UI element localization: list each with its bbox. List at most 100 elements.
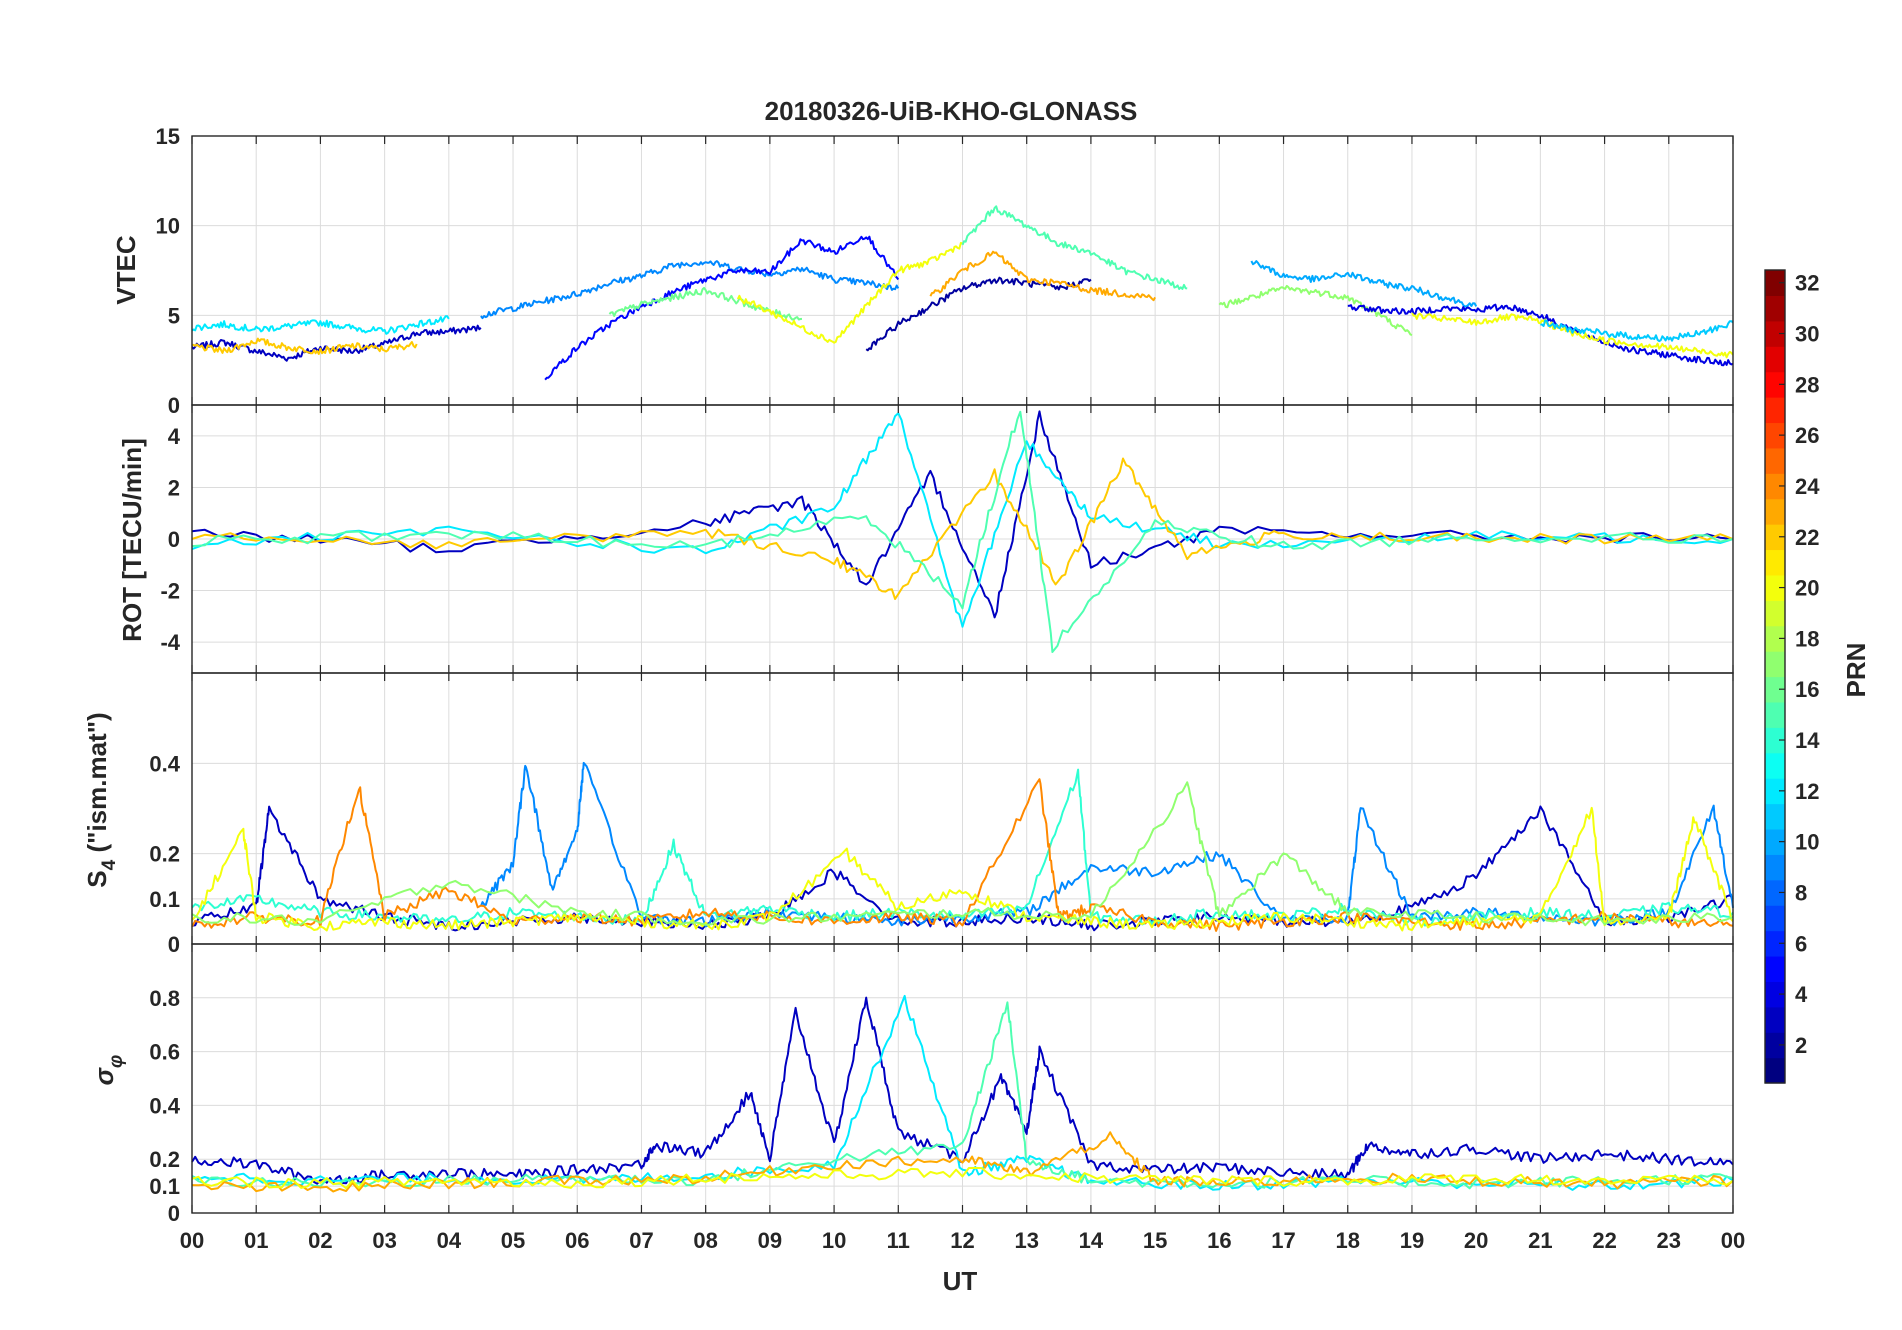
x-tick-label: 07	[629, 1228, 653, 1253]
rot-panel: -4 -2 0 2 4	[160, 404, 1734, 674]
vtec-series-prn-22	[192, 337, 418, 355]
s4-ylabel: S4 ("ism.mat")	[82, 712, 120, 887]
colorbar-segment	[1765, 854, 1785, 881]
colorbar-segment	[1765, 651, 1785, 678]
x-tick-label: 01	[244, 1228, 268, 1253]
vtec-series-prn-4	[1347, 303, 1734, 367]
colorbar-segment	[1765, 473, 1785, 500]
y-tick-label: 0.4	[149, 751, 180, 776]
colorbar-segment	[1765, 1057, 1785, 1084]
x-tick-label: 00	[1721, 1228, 1745, 1253]
rot-series-prn-15	[191, 410, 1734, 653]
y-tick-label: 10	[156, 214, 180, 239]
vtec-series-prn-5	[544, 235, 900, 381]
x-tick-label: 20	[1464, 1228, 1488, 1253]
x-tick-label: 22	[1592, 1228, 1616, 1253]
y-tick-label: 0	[168, 393, 180, 418]
s4-series-prn-20	[191, 806, 1734, 932]
vtec-series-prn-20	[1411, 312, 1734, 359]
x-tick-label: 15	[1143, 1228, 1167, 1253]
colorbar-tick-label: 26	[1795, 423, 1819, 448]
y-tick-label: 5	[168, 303, 180, 328]
vtec-series-prn-3	[191, 324, 482, 362]
sigma_phi-series-prn-15	[191, 1001, 1734, 1190]
s4-sub: 4	[99, 859, 120, 870]
x-tick-label: 12	[950, 1228, 974, 1253]
x-tick-label: 00	[180, 1228, 204, 1253]
colorbar-segment	[1765, 625, 1785, 652]
colorbar-segment	[1765, 752, 1785, 779]
y-tick-label: 0.8	[149, 986, 180, 1011]
y-tick-label: 2	[168, 475, 180, 500]
x-tick-label: 18	[1336, 1228, 1360, 1253]
colorbar-frame	[1764, 269, 1786, 1084]
y-tick-label: -4	[160, 630, 180, 655]
colorbar-segment	[1765, 676, 1785, 703]
colorbar-tick-label: 12	[1795, 779, 1819, 804]
colorbar-segment	[1765, 828, 1785, 855]
colorbar-segment	[1765, 981, 1785, 1008]
colorbar-segment	[1765, 1032, 1785, 1059]
colorbar-segment	[1765, 955, 1785, 982]
sigma-ylabel: σφ	[89, 1055, 127, 1086]
x-tick-label: 21	[1528, 1228, 1552, 1253]
x-tick-label: 14	[1079, 1228, 1104, 1253]
y-tick-label: 0	[168, 1201, 180, 1226]
x-tick-label: 02	[308, 1228, 332, 1253]
rot-ylabel: ROT [TECU/min]	[117, 438, 147, 642]
colorbar-segment	[1765, 295, 1785, 322]
s4-main: S	[82, 870, 112, 887]
y-tick-label: 0.1	[149, 887, 180, 912]
colorbar-segment	[1765, 397, 1785, 424]
colorbar-tick-label: 22	[1795, 525, 1819, 550]
vtec-series-prn-10	[1250, 260, 1478, 308]
colorbar-segment	[1765, 346, 1785, 373]
vtec-series-prn-23	[929, 250, 1156, 302]
colorbar-segment	[1765, 803, 1785, 830]
colorbar-segment	[1765, 600, 1785, 627]
colorbar-segment	[1765, 422, 1785, 449]
colorbar-segment	[1765, 701, 1785, 728]
y-tick-label: 0	[168, 527, 180, 552]
vtec-series-prn-15	[961, 205, 1188, 290]
x-tick-label: 17	[1271, 1228, 1295, 1253]
colorbar-segment	[1765, 905, 1785, 932]
x-tick-label: 05	[501, 1228, 525, 1253]
colorbar-tick-label: 32	[1795, 271, 1819, 296]
vtec-ylabel: VTEC	[111, 235, 141, 305]
s4-panel: 0 0.1 0.2 0.4	[149, 672, 1734, 957]
colorbar-tick-label: 30	[1795, 322, 1819, 347]
vtec-series-prn-17	[1218, 284, 1413, 337]
y-tick-label: 0.6	[149, 1040, 180, 1065]
colorbar-tick-label: 2	[1795, 1033, 1807, 1058]
vtec-series-prn-9	[480, 260, 900, 320]
x-tick-label: 11	[887, 1228, 910, 1253]
colorbar-segment	[1765, 524, 1785, 551]
s4-series-prn-24	[191, 778, 1734, 932]
sigma_phi-series-prn-20	[191, 1166, 1734, 1190]
x-tick-label: 13	[1014, 1228, 1038, 1253]
rot-series-prn-3	[191, 410, 1734, 619]
vtec-series-prn-20	[736, 241, 963, 344]
colorbar-tick-label: 28	[1795, 372, 1819, 397]
vtec-series-prn-12	[191, 315, 450, 335]
vtec-panel: 0 5 10 15	[156, 124, 1734, 418]
y-tick-label: 0.2	[149, 842, 180, 867]
sigma_phi-panel: 00.10.2 0.4 0.6 0.8 00 01 02 03 04 05 06 07 08 09 10 11…	[149, 943, 1745, 1253]
colorbar-segment	[1765, 447, 1785, 474]
sigma-main: σ	[89, 1066, 119, 1085]
colorbar-segment	[1765, 371, 1785, 398]
x-tick-label: 03	[372, 1228, 396, 1253]
colorbar-segment	[1765, 879, 1785, 906]
colorbar-segment	[1765, 320, 1785, 347]
colorbar-tick-label: 8	[1795, 880, 1807, 905]
colorbar-tick-label: 10	[1795, 830, 1819, 855]
chart-title: 20180326-UiB-KHO-GLONASS	[765, 96, 1138, 126]
x-tick-label: 23	[1657, 1228, 1681, 1253]
panels: 051015-4-202400.10.20.400.10.20.40.60.80…	[149, 124, 1745, 1253]
y-tick-label: 0	[168, 932, 180, 957]
vtec-series-prn-11	[1540, 319, 1734, 343]
rot-series-prn-22	[191, 457, 1734, 600]
sigma_phi-series-prn-23	[191, 1131, 1734, 1193]
